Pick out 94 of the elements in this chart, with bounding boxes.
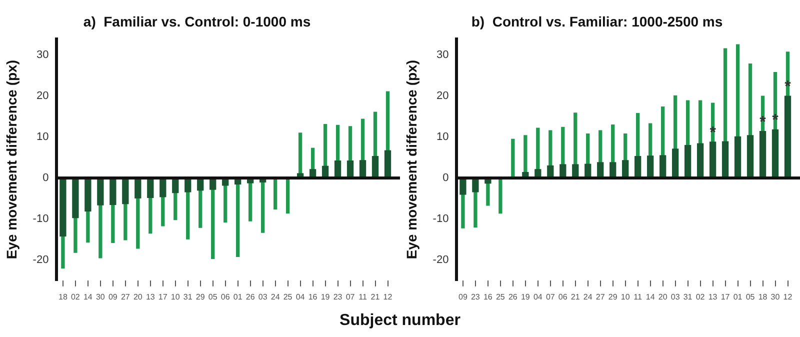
bar [659,155,666,178]
y-tick-label: 0 [442,172,449,184]
x-tick-label: 20 [658,292,668,302]
x-tick-label: 14 [646,292,656,302]
bar [72,178,79,218]
x-tick-label: 02 [70,292,80,302]
x-tick-label: 17 [720,292,730,302]
y-axis-title: Eye movement difference (px) [403,60,420,260]
bar [273,178,278,210]
x-tick-label: 21 [570,292,580,302]
y-tick-label: 0 [42,172,49,184]
y-tick-label: -10 [432,213,449,226]
y-axis-title: Eye movement difference (px) [3,60,20,260]
bar [672,148,679,178]
y-tick-label: -20 [32,254,49,266]
x-tick-label: 14 [83,292,93,302]
x-tick-label: 04 [533,292,543,302]
x-tick-label: 23 [470,292,480,302]
bar [84,178,92,212]
y-tick-label: 10 [36,131,49,144]
x-tick-label: 12 [383,292,393,302]
x-tick-label: 09 [458,292,468,302]
x-tick-label: 09 [108,292,118,302]
x-tick-label: 11 [358,292,368,302]
x-tick-label: 26 [508,292,518,302]
x-tick-label: 05 [208,292,218,302]
bar [722,141,729,178]
bar [647,156,654,178]
bar [684,144,692,178]
bar [746,135,754,178]
bar [498,178,502,214]
x-tick-label: 19 [520,292,530,302]
x-tick-label: 26 [246,292,256,302]
chart-title: b) Control vs. Familiar: 1000-2500 ms [471,13,723,30]
x-tick-label: 18 [758,292,768,302]
x-tick-label: 13 [708,292,718,302]
x-tick-label: 01 [733,292,743,302]
y-tick-label: 30 [436,49,449,62]
bar [734,136,742,178]
bar [709,142,716,178]
x-tick-label: 29 [196,292,206,302]
x-tick-label: 16 [483,292,493,302]
x-tick-label: 23 [333,292,343,302]
y-tick-label: -10 [32,213,49,226]
y-tick-label: 10 [436,131,449,144]
bar [286,178,290,214]
x-tick-label: 10 [170,292,180,302]
bar [772,129,779,178]
x-tick-label: 27 [596,292,606,302]
x-tick-label: 24 [583,292,593,302]
x-tick-label: 01 [233,292,243,302]
x-tick-label: 06 [220,292,230,302]
x-tick-label: 05 [746,292,756,302]
y-tick-label: 20 [436,90,449,102]
x-tick-label: 24 [270,292,280,302]
bar [759,131,766,178]
x-tick-label: 03 [258,292,268,302]
x-tick-label: 11 [634,292,643,302]
x-tick-label: 30 [770,292,780,302]
x-tick-label: 03 [670,292,680,302]
y-tick-label: -20 [432,254,449,266]
y-tick-label: 30 [36,49,49,62]
x-tick-label: 30 [96,292,106,302]
bar [122,178,129,204]
x-tick-label: 07 [346,292,356,302]
y-tick-label: 20 [36,90,49,102]
x-tick-label: 06 [558,292,568,302]
x-tick-label: 29 [608,292,618,302]
bar [696,143,704,178]
x-tick-label: 16 [308,292,318,302]
x-tick-label: 21 [370,292,380,302]
x-tick-label: 02 [696,292,706,302]
bar [97,178,104,206]
x-tick-label: 20 [133,292,143,302]
x-tick-label: 12 [783,292,793,302]
bar [784,96,792,178]
bar [511,138,515,178]
x-tick-label: 04 [296,292,306,302]
x-tick-label: 31 [183,292,193,302]
chart-title: a) Familiar vs. Control: 0-1000 ms [83,13,311,30]
x-tick-label: 25 [496,292,506,302]
x-tick-label: 27 [120,292,130,302]
bar [60,178,66,237]
x-tick-label: 31 [683,292,693,302]
x-tick-label: 25 [283,292,293,302]
bar [110,178,116,205]
x-tick-label: 13 [146,292,156,302]
x-axis-title: Subject number [338,312,462,330]
x-tick-label: 17 [158,292,168,302]
x-tick-label: 10 [620,292,630,302]
x-tick-label: 07 [546,292,556,302]
x-tick-label: 18 [58,292,68,302]
x-tick-label: 19 [320,292,330,302]
bar [384,150,392,178]
